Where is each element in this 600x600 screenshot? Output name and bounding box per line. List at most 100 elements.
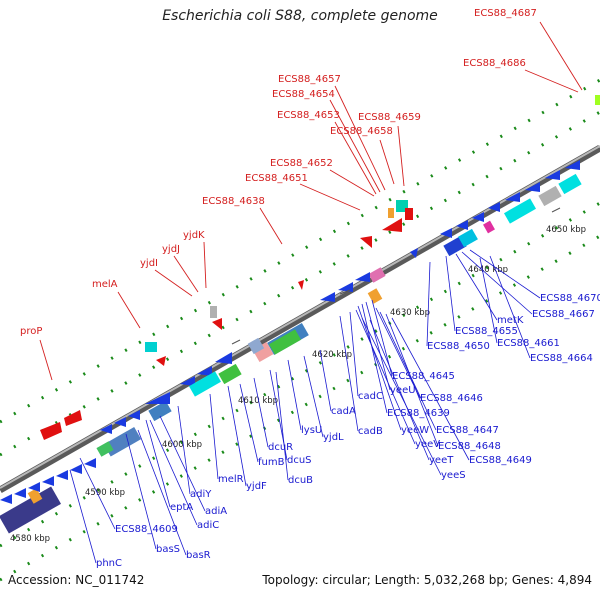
blue-gene-label: adiA — [205, 506, 227, 517]
blue-gene-label: adiY — [190, 489, 212, 500]
blue-gene-label: adiC — [197, 520, 219, 531]
blue-leader-line — [159, 415, 206, 512]
kbp-tick-label: 4610 kbp — [238, 396, 278, 406]
blue-gene-label: fumB — [258, 457, 285, 468]
red-label-group: ECS88_4687 ECS88_4686 ECS88_4657 ECS88_4654… — [20, 8, 583, 381]
blue-leader-line — [303, 355, 324, 438]
red-leader-line — [117, 291, 141, 329]
red-gene-label: yjdI — [140, 258, 158, 269]
genome-summary-text: Topology: circular; Length: 5,032,268 bp… — [262, 573, 592, 587]
blue-gene-label: cadB — [358, 426, 383, 437]
red-gene-label: ECS88_4652 — [270, 158, 333, 169]
blue-gene-label: ECS88_4664 — [530, 353, 593, 364]
outer-red-features — [40, 95, 600, 440]
blue-gene-label: cadC — [358, 391, 383, 402]
blue-leader-line — [369, 319, 430, 461]
red-gene-label: ECS88_4686 — [463, 58, 526, 69]
blue-leader-line — [339, 315, 359, 432]
red-gene-label: proP — [20, 326, 42, 337]
kbp-tick-label: 4600 kbp — [162, 440, 202, 450]
blue-gene-label: ECS88_4670 — [540, 293, 600, 304]
blue-gene-label: yeeV — [415, 439, 440, 450]
blue-leader-line — [385, 313, 439, 447]
blue-leader-line — [479, 257, 498, 344]
red-leader-line — [397, 125, 405, 187]
blue-label-group: ECS88_4670ECS88_4667metKECS88_4655ECS88_… — [69, 249, 600, 569]
blue-leader-line — [375, 307, 421, 399]
red-leader-line — [329, 169, 375, 197]
blue-gene-label: yeeU — [390, 385, 416, 396]
red-gene-label: yjdJ — [162, 244, 180, 255]
blue-leader-line — [379, 311, 437, 431]
blue-leader-line — [79, 457, 116, 530]
blue-gene-label: dcuB — [288, 475, 313, 486]
red-gene-label: ECS88_4657 — [278, 74, 341, 85]
blue-gene-label: basR — [186, 550, 211, 561]
forward-strand-genes — [100, 160, 582, 434]
red-gene-label: ECS88_4653 — [277, 110, 340, 121]
red-leader-line — [154, 269, 193, 297]
red-gene-label: ECS88_4658 — [330, 126, 393, 137]
blue-leader-line — [239, 383, 259, 463]
kbp-scale: 4580 kbp 4590 kbp 4600 kbp 4610 kbp 4620 kbp… — [10, 225, 586, 544]
blue-leader-line — [391, 317, 470, 461]
blue-gene-label: metK — [497, 315, 524, 326]
reverse-arrow-band — [0, 458, 96, 504]
blue-gene-label: ECS88_4650 — [427, 341, 490, 352]
red-gene-label: ECS88_4659 — [358, 112, 421, 123]
blue-leader-line — [357, 305, 402, 431]
blue-gene-label: yjdF — [246, 481, 267, 492]
blue-gene-label: lysU — [301, 425, 322, 436]
blue-leader-line — [319, 349, 332, 412]
red-leader-line — [203, 241, 207, 289]
red-leader-line — [329, 99, 381, 193]
blue-leader-line — [426, 261, 431, 347]
blue-leader-line — [145, 419, 171, 508]
red-gene-label: yjdK — [183, 230, 205, 241]
red-gene-label: ECS88_4687 — [474, 8, 537, 19]
red-leader-line — [524, 69, 579, 93]
blue-gene-label: ECS88_4647 — [436, 425, 499, 436]
red-leader-line — [539, 21, 583, 91]
blue-gene-label: yeeW — [401, 425, 429, 436]
blue-leader-line — [149, 419, 198, 526]
blue-leader-line — [275, 371, 289, 481]
blue-leader-line — [361, 317, 442, 476]
blue-gene-label: melR — [218, 474, 244, 485]
blue-gene-label: ECS88_4661 — [497, 338, 560, 349]
reverse-strand-genes — [0, 267, 386, 534]
blue-leader-line — [177, 405, 191, 495]
blue-leader-line — [137, 429, 187, 556]
red-leader-line — [334, 121, 377, 195]
red-leader-line — [39, 339, 53, 381]
blue-leader-line — [461, 251, 533, 315]
blue-gene-label: cadA — [331, 406, 356, 417]
blue-gene-label: phnC — [96, 558, 122, 569]
blue-leader-line — [365, 301, 391, 391]
blue-leader-line — [361, 303, 388, 414]
blue-gene-label: ECS88_4649 — [469, 455, 532, 466]
outer-dotted-track — [0, 78, 600, 582]
blue-gene-label: yeeT — [429, 455, 454, 466]
middle-track-marks — [231, 207, 561, 345]
kbp-tick-label: 4590 kbp — [85, 488, 125, 498]
red-gene-label: ECS88_4638 — [202, 196, 265, 207]
blue-leader-line — [489, 255, 531, 359]
red-leader-line — [379, 139, 395, 185]
red-leader-line — [334, 85, 386, 191]
blue-gene-label: ECS88_4655 — [455, 326, 518, 337]
blue-gene-label: ECS88_4609 — [115, 524, 178, 535]
blue-gene-label: yeeS — [441, 470, 466, 481]
blue-leader-line — [69, 469, 97, 564]
red-leader-line — [299, 183, 361, 211]
blue-leader-line — [287, 359, 302, 431]
kbp-tick-label: 4640 kbp — [468, 265, 508, 275]
blue-gene-label: ECS88_4639 — [387, 408, 450, 419]
blue-leader-line — [349, 311, 359, 397]
genome-title: Escherichia coli S88, complete genome — [162, 8, 438, 24]
kbp-tick-label: 4630 kbp — [390, 308, 430, 318]
blue-gene-label: eptA — [170, 502, 193, 513]
blue-gene-label: basS — [156, 544, 180, 555]
blue-gene-label: dcuR — [268, 442, 293, 453]
